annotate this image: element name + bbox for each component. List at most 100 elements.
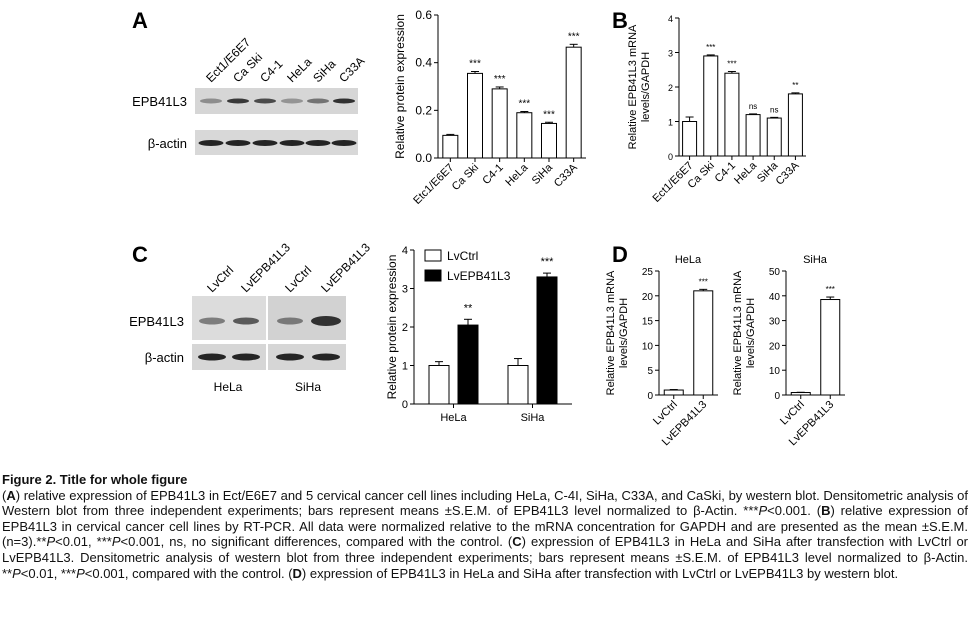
blot-band — [199, 317, 225, 325]
x-tick-label: C4-1 — [480, 162, 505, 187]
bar-siha — [541, 122, 557, 159]
caption-segment: ) relative expression of EPB41L3 in cerv… — [2, 503, 969, 550]
caption-segment: D — [292, 565, 302, 581]
chart-title: SiHa — [803, 254, 828, 266]
panel-letter-c: C — [132, 242, 148, 267]
significance-label: *** — [543, 109, 555, 120]
x-tick-label: SiHa — [530, 161, 556, 187]
significance-label: *** — [494, 74, 506, 85]
bar-hela — [745, 114, 761, 157]
blot-band — [254, 98, 276, 104]
blot-band — [225, 140, 251, 146]
y-tick-label: 25 — [642, 267, 654, 278]
y-tick-label: 10 — [642, 341, 654, 352]
bar-lvepb41l3-siha — [536, 276, 558, 405]
x-tick-label: HeLa — [503, 161, 531, 189]
blot-band — [252, 140, 278, 146]
blot-band — [333, 98, 355, 104]
y-tick-label: 2 — [402, 322, 408, 334]
row-label-epb41l3: EPB41L3 — [129, 314, 184, 329]
blot-strip-hela-epb41l3 — [192, 296, 266, 340]
significance-label: *** — [699, 277, 708, 286]
bar-lvctrl — [663, 389, 684, 396]
y-tick-label: 0 — [402, 399, 408, 411]
y-tick-label: 4 — [668, 14, 673, 24]
blot-band — [331, 140, 357, 146]
blot-band — [279, 140, 305, 146]
blot-band — [312, 353, 340, 361]
y-axis-label: Relative protein expression — [385, 255, 399, 400]
panel-letter-d: D — [612, 242, 628, 267]
y-tick-label: 40 — [769, 292, 781, 303]
blot-band — [198, 140, 224, 146]
caption-segment: ) expression of EPB41L3 in HeLa and SiHa… — [2, 534, 968, 581]
bar-c33a — [787, 93, 803, 157]
y-axis-label: Relative EPB41L3 mRNA — [627, 24, 639, 149]
caption-segment: <0.001, ns, no significant differences, … — [120, 534, 513, 550]
bar-chart-d-hela: 0 5 10 15 20 25 Relative EPB41L3 mRNA levels/GA… — [605, 254, 718, 448]
caption-segment: P — [76, 565, 85, 581]
caption-segment: <0.01, *** — [20, 565, 77, 581]
bar-c33a — [565, 46, 582, 159]
caption-segment: B — [821, 503, 831, 519]
x-tick-label: HeLa — [440, 412, 467, 424]
y-tick-label: 1 — [402, 361, 408, 373]
bar-lvctrl-siha — [507, 365, 529, 405]
caption-body: (A) relative expression of EPB41L3 in Ec… — [2, 488, 968, 581]
y-tick-label: 20 — [642, 292, 654, 303]
significance-label: *** — [826, 285, 835, 294]
y-tick-label: 3 — [402, 284, 408, 296]
caption-title: Figure 2. Title for whole figure — [2, 472, 188, 487]
bar-lvepb41l3 — [820, 299, 841, 396]
y-tick-label: 20 — [769, 341, 781, 352]
lane-label: HeLa — [284, 55, 314, 85]
blot-band — [311, 316, 341, 326]
row-label-epb41l3: EPB41L3 — [132, 94, 187, 109]
caption-segment: <0.001. ( — [767, 503, 822, 519]
y-tick-label: 0 — [774, 391, 780, 402]
x-tick-label: C33A — [552, 161, 580, 189]
y-tick-label: 2 — [668, 83, 673, 93]
group-label-siha: SiHa — [295, 380, 321, 394]
y-axis-label: levels/GAPDH — [745, 298, 757, 368]
caption-segment: C — [512, 534, 522, 550]
panel-letter-b: B — [612, 8, 628, 33]
bar-hela — [516, 112, 533, 159]
x-tick-label: HeLa — [732, 159, 760, 187]
lane-label: C33A — [336, 54, 367, 85]
row-label-actin: β-actin — [145, 350, 184, 365]
y-axis-label: Relative protein expression — [393, 14, 407, 159]
significance-label: *** — [518, 99, 530, 110]
blot-band — [277, 317, 303, 325]
x-tick-label: SiHa — [521, 412, 546, 424]
y-axis-label: Relative EPB41L3 mRNA — [732, 270, 744, 395]
lane-label: SiHa — [310, 57, 339, 86]
lane-label: LvEPB41L3 — [318, 240, 373, 295]
blot-band — [305, 140, 331, 146]
y-tick-label: 4 — [402, 245, 408, 257]
y-tick-label: 1 — [668, 118, 673, 128]
significance-label: *** — [706, 43, 715, 52]
y-axis-label: Relative EPB41L3 mRNA — [605, 270, 617, 395]
group-label-hela: HeLa — [214, 380, 243, 394]
y-tick-label: 0 — [668, 152, 673, 162]
bar-chart-d-siha: 0 10 20 30 40 50 Relative EPB41L3 mRNA levels/G… — [732, 254, 845, 448]
bar-c4-1 — [491, 88, 508, 159]
blot-band — [198, 353, 226, 361]
significance-label: ** — [792, 81, 798, 90]
row-label-actin: β-actin — [148, 136, 187, 151]
significance-label: *** — [469, 58, 481, 69]
blot-band — [232, 353, 260, 361]
y-tick-label: 0.6 — [415, 8, 432, 22]
bar-c4-1 — [724, 72, 740, 157]
blot-band — [281, 98, 303, 104]
significance-label: ns — [749, 102, 757, 111]
caption-segment: ) expression of EPB41L3 in HeLa and SiHa… — [301, 565, 899, 581]
bar-ca-ski — [467, 72, 483, 159]
y-tick-label: 50 — [769, 267, 781, 278]
